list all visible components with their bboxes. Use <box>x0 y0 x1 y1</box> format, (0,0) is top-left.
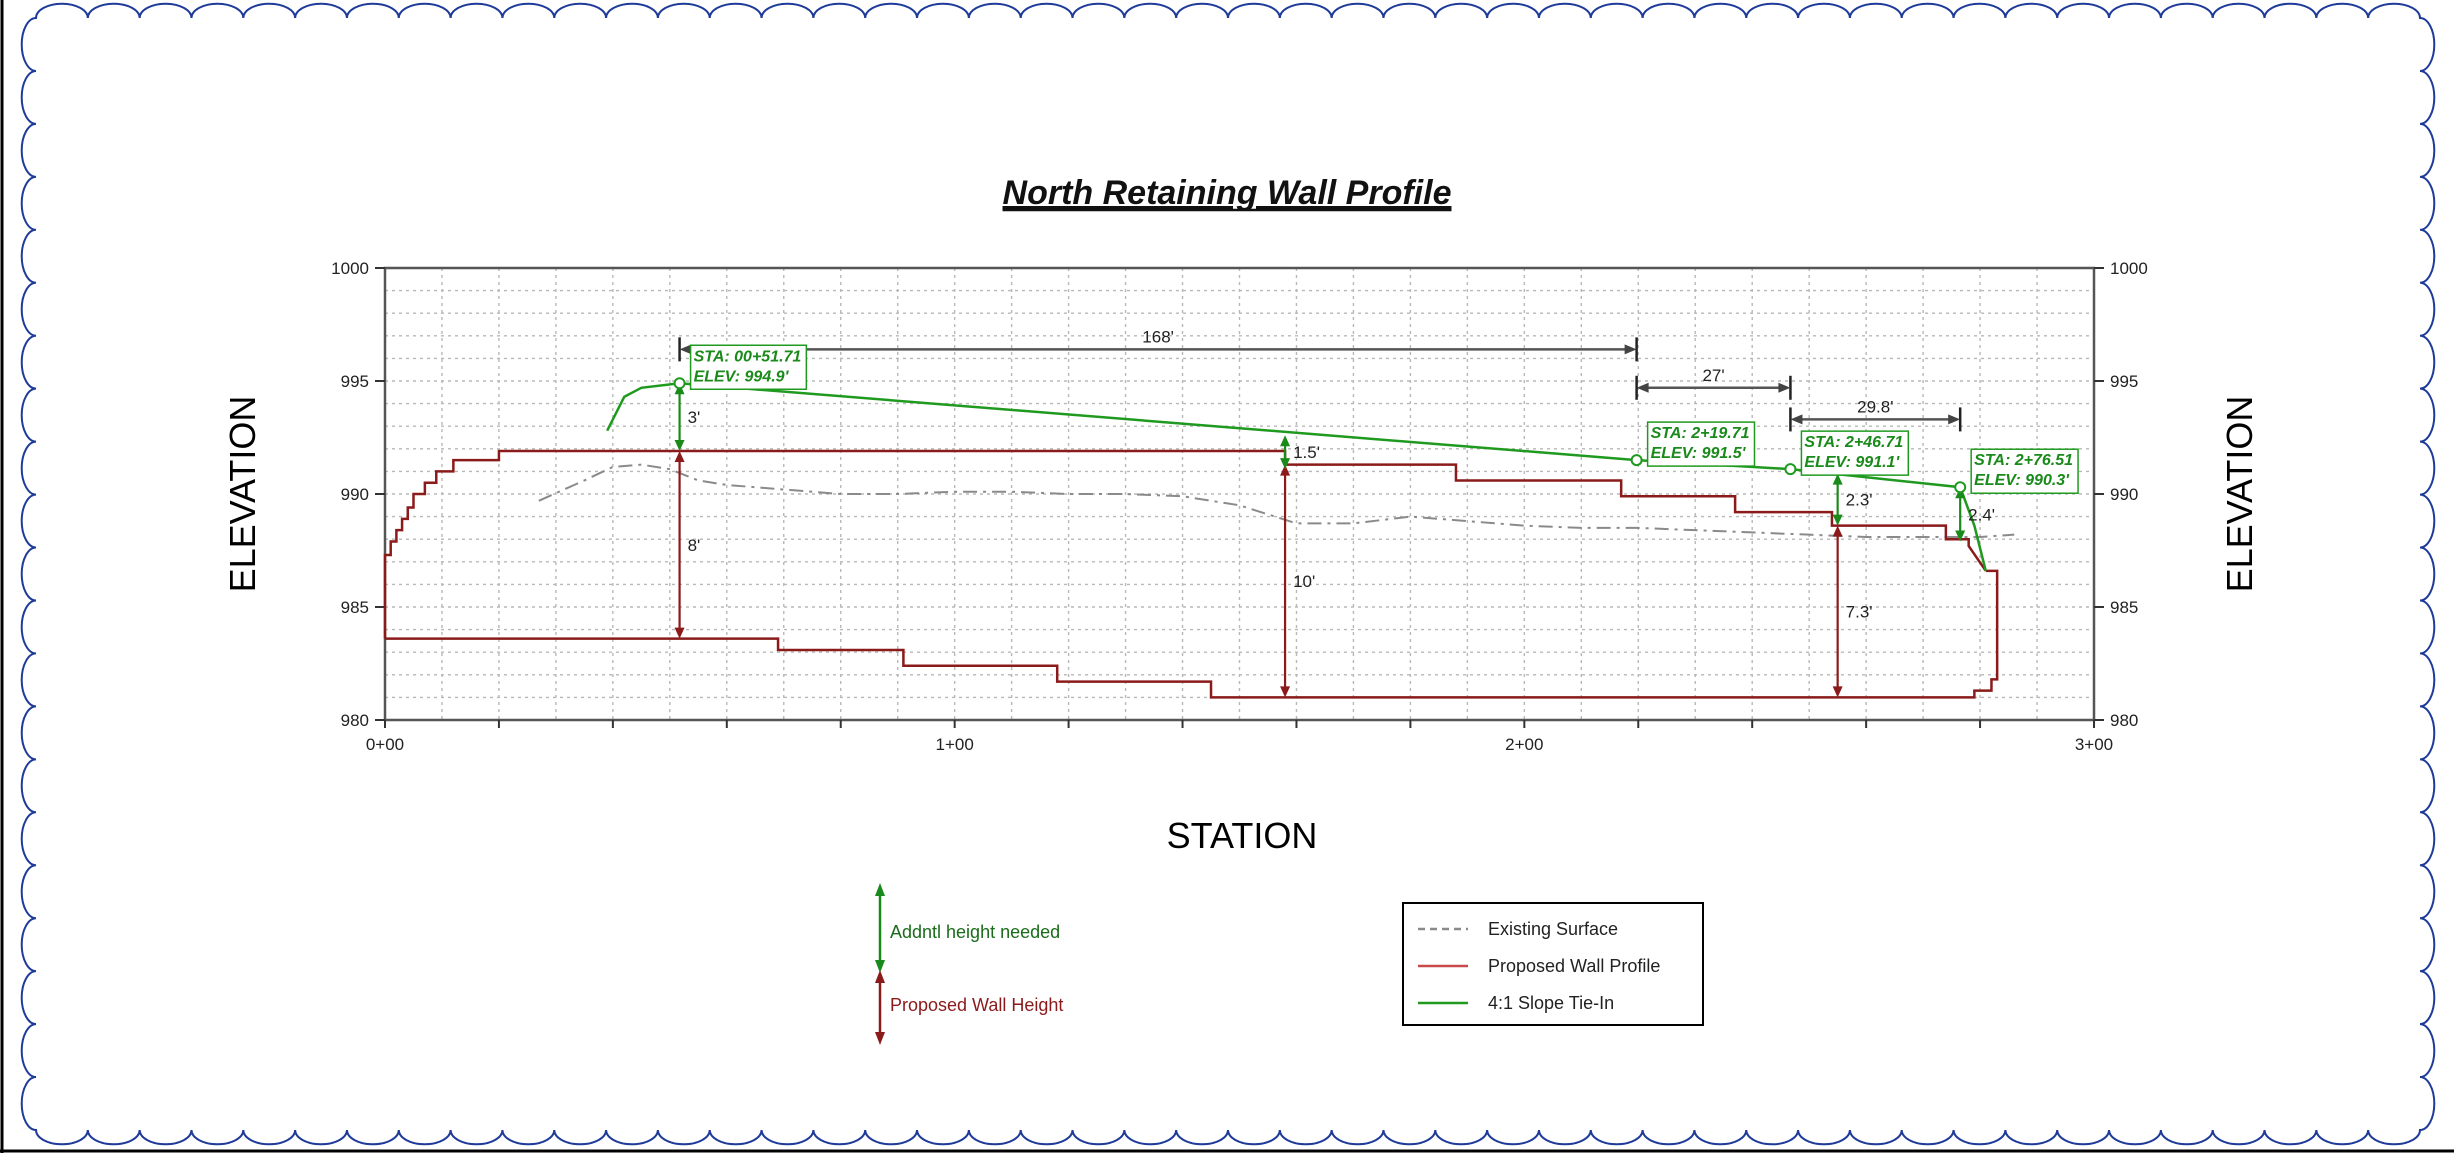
arrow-left-icon <box>679 344 692 355</box>
x-axis-title: STATION <box>1167 815 1318 856</box>
wall-height-label: Proposed Wall Height <box>890 995 1063 1015</box>
arrow-up-icon <box>1280 464 1291 476</box>
arrow-left-icon <box>1790 414 1803 425</box>
legend-item-label: Existing Surface <box>1488 919 1618 939</box>
station-callout-box <box>1646 421 1756 467</box>
station-callout-box <box>1800 430 1910 476</box>
arrow-up-icon <box>875 970 885 983</box>
station-callout: STA: 2+76.51 ELEV: 990.3' <box>1970 448 2079 494</box>
x-tick-label: 3+00 <box>2075 735 2113 754</box>
arrow-up-icon <box>875 883 885 896</box>
y-tick-label-left: 980 <box>341 711 369 730</box>
wall-height-dimension <box>1832 525 1843 698</box>
additional-height-dimension <box>1280 435 1291 470</box>
arrow-down-icon <box>875 960 885 973</box>
station-callout: STA: 00+51.71 ELEV: 994.9' <box>689 344 808 391</box>
station-callout-box <box>1970 448 2079 494</box>
data-series <box>383 382 2015 699</box>
arrow-down-icon <box>1832 514 1843 526</box>
station-callout-sta: STA: 2+76.51 <box>1974 452 2073 469</box>
station-callout: STA: 2+19.71 ELEV: 991.5' <box>1646 421 1756 467</box>
y-axis-title-left: ELEVATION <box>222 396 263 593</box>
y-tick-label-left: 1000 <box>331 259 369 278</box>
station-callout-elev: ELEV: 991.5' <box>1651 445 1747 462</box>
station-callout-elev: ELEV: 994.9' <box>694 368 790 385</box>
y-tick-label-right: 985 <box>2110 598 2138 617</box>
x-tick-label: 2+00 <box>1505 735 1543 754</box>
additional-height-dimension <box>1955 487 1966 542</box>
additional-height-dimension <box>674 383 685 452</box>
arrow-right-icon <box>1778 382 1791 393</box>
arrow-down-icon <box>1280 458 1291 470</box>
wall-profile-top-line <box>383 449 1987 639</box>
y-tick-label-left: 990 <box>341 485 369 504</box>
horizontal-dimension-label: 29.8' <box>1857 397 1893 416</box>
additional-height-dimension <box>1832 473 1843 526</box>
station-marker <box>1630 454 1643 467</box>
arrow-up-icon <box>674 451 685 463</box>
arrow-up-icon <box>1832 525 1843 537</box>
arrow-down-icon <box>1955 530 1966 542</box>
wall-profile-bottom-line <box>385 569 1999 699</box>
arrow-down-icon <box>1280 686 1291 698</box>
existing-surface-line <box>538 463 2015 538</box>
legend-item-label: 4:1 Slope Tie-In <box>1488 993 1614 1013</box>
chart-title: North Retaining Wall Profile <box>1003 174 1452 212</box>
additional-height-dimension-label: 1.5' <box>1293 443 1320 462</box>
additional-height-dimension-label: 3' <box>688 408 701 427</box>
y-tick-label-left: 985 <box>341 598 369 617</box>
arrow-right-icon <box>1624 344 1637 355</box>
station-callout-elev: ELEV: 990.3' <box>1974 472 2070 489</box>
station-callout: STA: 2+46.71 ELEV: 991.1' <box>1800 430 1910 476</box>
station-callout-sta: STA: 2+46.71 <box>1804 434 1903 451</box>
station-marker <box>1954 481 1967 494</box>
station-marker <box>673 377 686 390</box>
wall-height-dimension-label: 10' <box>1293 572 1315 591</box>
wall-height-dimension <box>674 451 685 639</box>
legend-frame <box>1402 902 1704 1026</box>
arrow-up-icon <box>1832 473 1843 485</box>
y-tick-label-right: 990 <box>2110 485 2138 504</box>
y-axis-title-right: ELEVATION <box>2219 396 2260 593</box>
wall-height-dimension-label: 7.3' <box>1846 603 1873 622</box>
axis-ticks: 980 980 985 985 990 990 995 995 1000 1000 0+00 1+00… <box>331 259 2148 754</box>
arrow-up-icon <box>1280 435 1291 447</box>
y-tick-label-left: 995 <box>341 372 369 391</box>
station-marker <box>1784 463 1797 476</box>
arrow-left-icon <box>1636 382 1649 393</box>
symbol-legend: Addntl height needed Proposed Wall Heigh… <box>875 883 1063 1045</box>
additional-height-dimension-label: 2.4' <box>1968 505 1995 524</box>
addntl-height-label: Addntl height needed <box>890 922 1060 942</box>
y-tick-label-right: 1000 <box>2110 259 2148 278</box>
horizontal-dimension-label: 27' <box>1702 366 1724 385</box>
x-tick-label: 0+00 <box>366 735 404 754</box>
station-callout-box <box>689 344 808 391</box>
legend: Existing Surface Proposed Wall Profile 4:1… <box>1402 902 1704 1026</box>
additional-height-dimension-label: 2.3' <box>1846 491 1873 510</box>
wall-height-dimension-label: 8' <box>688 536 701 555</box>
x-tick-label: 1+00 <box>936 735 974 754</box>
legend-item-label: Proposed Wall Profile <box>1488 956 1660 976</box>
annotations: 8' 10' 7.3' 3' 1.5' 2.3' 2.4' 168' 27' 29.8' STA: … <box>673 327 2079 698</box>
arrow-down-icon <box>1832 686 1843 698</box>
station-callout-elev: ELEV: 991.1' <box>1804 454 1900 471</box>
station-callout-sta: STA: 2+19.71 <box>1651 425 1750 442</box>
arrow-down-icon <box>674 440 685 452</box>
y-tick-label-right: 995 <box>2110 372 2138 391</box>
arrow-right-icon <box>1948 414 1961 425</box>
wall-height-dimension <box>1280 464 1291 698</box>
y-tick-label-right: 980 <box>2110 711 2138 730</box>
arrow-down-icon <box>674 627 685 639</box>
horizontal-dimension-label: 168' <box>1142 327 1174 346</box>
arrow-down-icon <box>875 1032 885 1045</box>
station-callout-sta: STA: 00+51.71 <box>694 348 802 365</box>
revision-cloud <box>20 2 2436 1146</box>
